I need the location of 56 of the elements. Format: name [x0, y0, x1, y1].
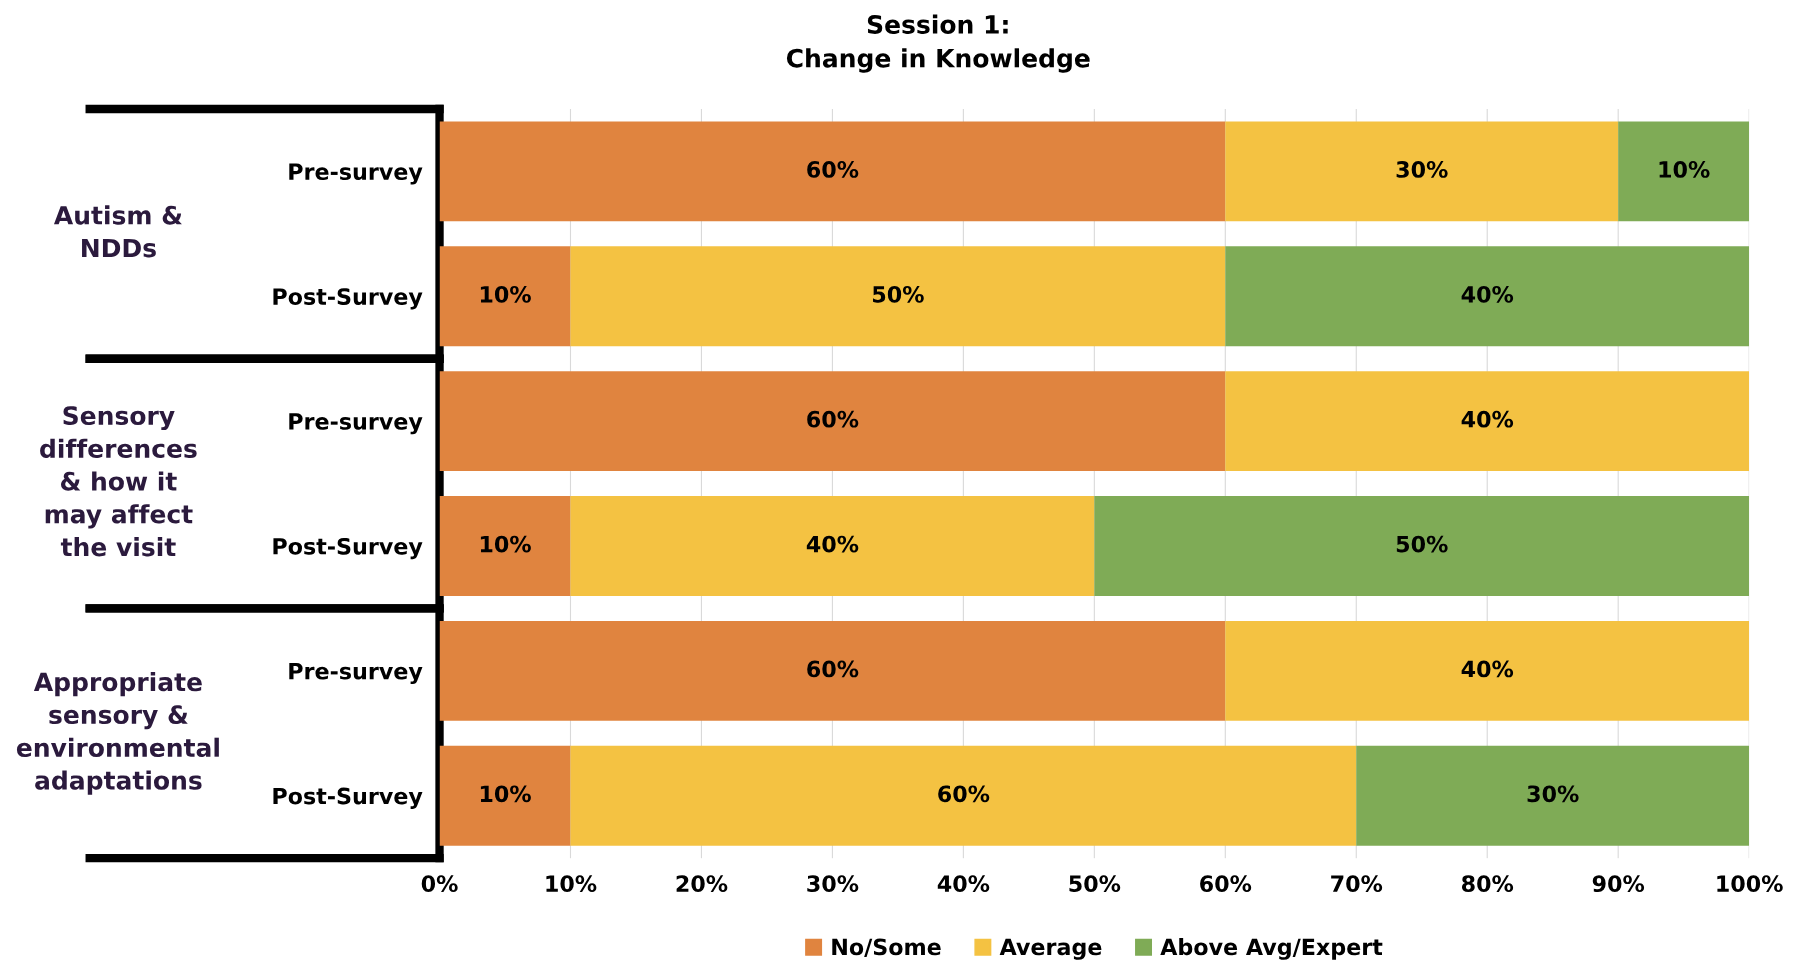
x-tick-label: 50% [1069, 875, 1121, 893]
text: Appropriate sensory & environmental adaptations [16, 672, 219, 795]
data-label: 50% [873, 285, 924, 303]
bar [1225, 371, 1750, 472]
legend-label: Average [999, 938, 1102, 960]
data-label: 60% [938, 785, 990, 803]
x-tick-label: 60% [1200, 875, 1252, 893]
x-tick-label: 90% [1592, 875, 1645, 893]
data-label: 60% [807, 161, 859, 178]
y-tick-label: Pre-survey [289, 163, 423, 185]
data-label: 30% [1527, 785, 1579, 803]
data-label: 10% [480, 285, 531, 303]
y-tick-label: Pre-survey [289, 413, 423, 435]
x-tick-label: 20% [676, 875, 728, 893]
bar [439, 246, 571, 347]
bar [439, 620, 1226, 721]
bar [439, 496, 571, 596]
x-tick-label: 10% [546, 875, 597, 893]
bar [1618, 121, 1750, 222]
data-label: 40% [1461, 410, 1514, 428]
y-tick-label: Post-Survey [273, 787, 423, 809]
data-label: 10% [480, 535, 531, 553]
chart-title: Session 1: Change in Knowledge [786, 14, 1090, 73]
y-tick-label: Post-Survey [273, 288, 423, 310]
bar [570, 246, 1226, 347]
x-tick-label: 30% [807, 875, 859, 893]
bar [570, 496, 1095, 596]
data-label: 40% [806, 535, 859, 553]
bar [439, 121, 1226, 222]
x-tick-label: 0% [421, 875, 458, 893]
data-label: 60% [807, 410, 859, 428]
bar [1225, 620, 1750, 721]
bar [439, 371, 1226, 472]
bar [1356, 745, 1750, 846]
data-label: 10% [480, 785, 531, 803]
x-tick-label: 70% [1331, 875, 1383, 893]
x-tick-label: 40% [937, 875, 990, 893]
text: Autism & NDDs [53, 205, 182, 258]
data-label: 40% [1461, 660, 1514, 678]
x-tick-label: 80% [1461, 875, 1514, 893]
legend-label: Above Avg/Expert [1160, 938, 1383, 960]
data-label: 40% [1461, 285, 1514, 303]
y-tick-label: Post-Survey [273, 537, 423, 560]
bar [1225, 246, 1750, 347]
y-tick-label: Pre-survey [289, 663, 423, 685]
bar [570, 745, 1357, 846]
data-label: 10% [1659, 161, 1710, 178]
x-tick-label: 100% [1717, 875, 1783, 893]
data-label: 30% [1396, 161, 1448, 178]
data-label: 50% [1396, 535, 1448, 553]
bar [1225, 121, 1619, 222]
text: Sensory differences & how it may affect the visit [40, 406, 197, 557]
legend-label: No/Some [832, 938, 941, 958]
data-label: 60% [807, 660, 859, 678]
bar [439, 745, 571, 846]
bar [1094, 496, 1750, 596]
